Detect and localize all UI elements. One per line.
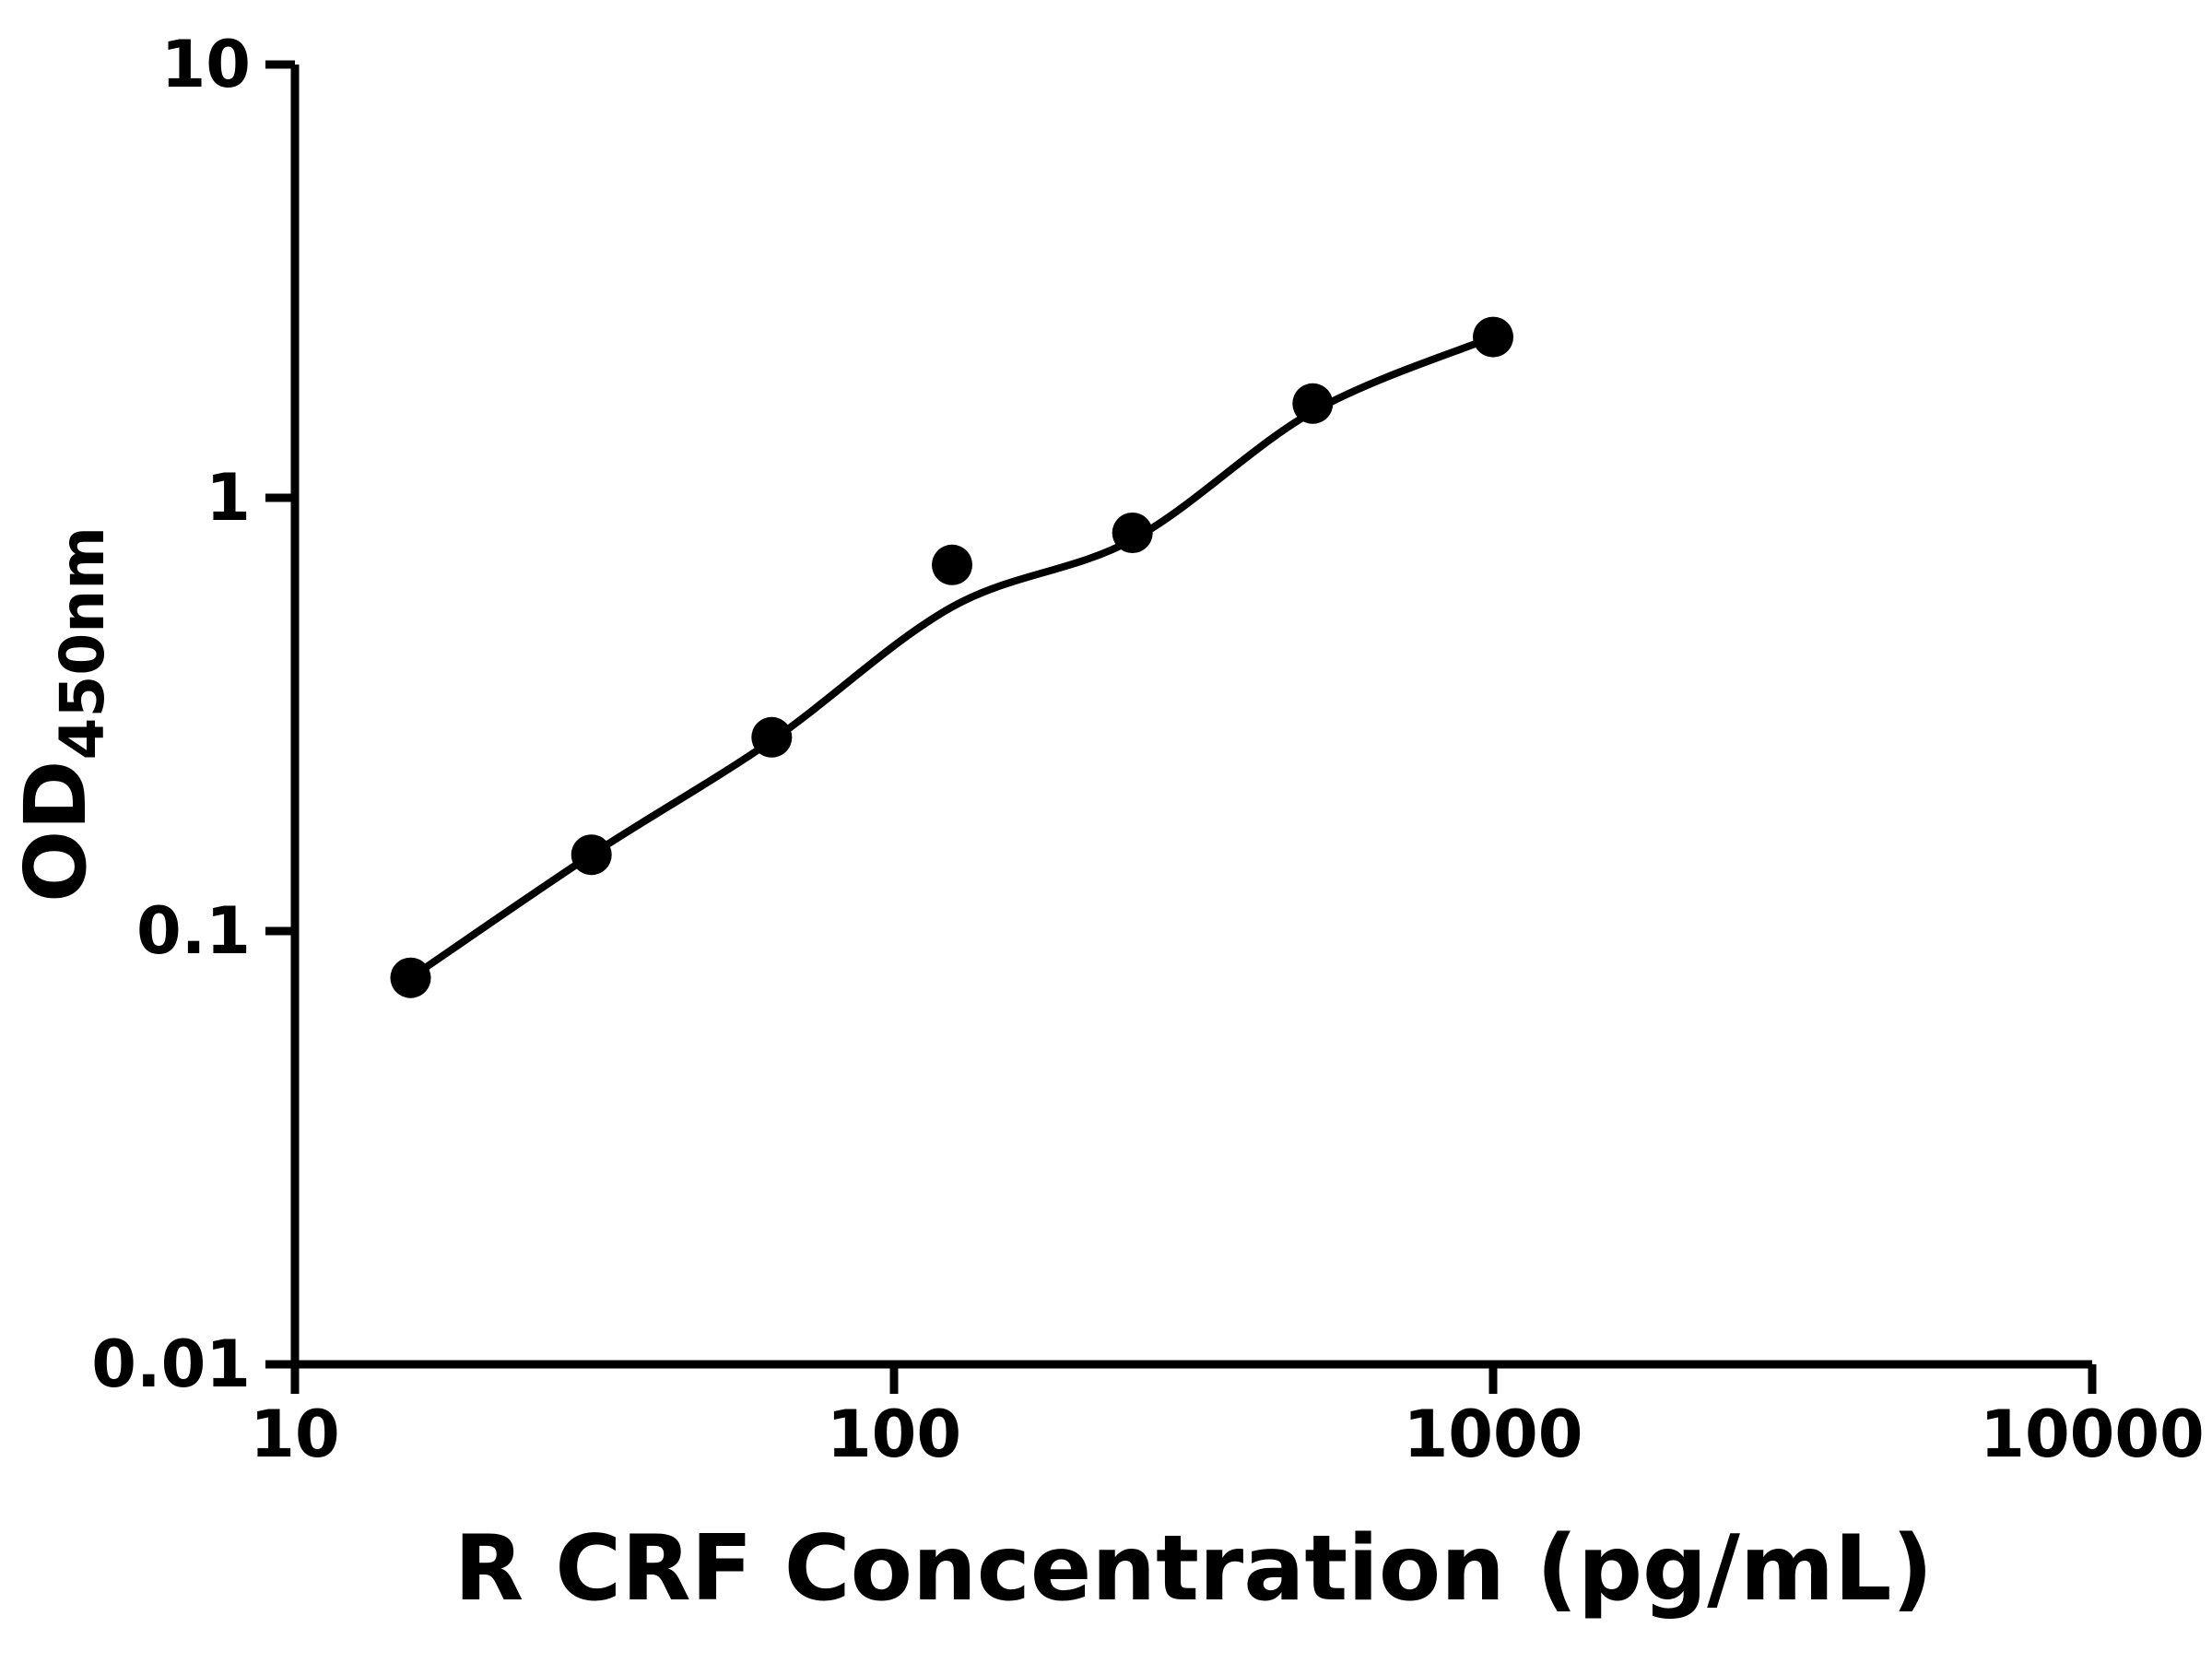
x-tick-label: 1000 bbox=[1404, 1397, 1583, 1472]
data-point-marker bbox=[1473, 316, 1513, 358]
x-tick-label: 10000 bbox=[1980, 1397, 2205, 1472]
y-axis-title: OD450nm bbox=[6, 526, 118, 902]
x-tick-label: 100 bbox=[827, 1397, 961, 1472]
y-tick-label: 0.1 bbox=[136, 893, 251, 969]
data-point-marker bbox=[1292, 383, 1334, 424]
data-point-marker bbox=[932, 544, 972, 585]
data-point-marker bbox=[751, 716, 793, 758]
y-tick-label: 1 bbox=[206, 460, 251, 536]
data-point-marker bbox=[390, 957, 431, 998]
x-tick-label: 10 bbox=[250, 1397, 339, 1472]
data-point-marker bbox=[1112, 513, 1153, 553]
x-axis-title: R CRF Concentration (pg/mL) bbox=[454, 1516, 1934, 1622]
y-tick-label: 10 bbox=[161, 27, 251, 102]
data-point-marker bbox=[571, 834, 612, 876]
y-tick-label: 0.01 bbox=[91, 1327, 251, 1402]
